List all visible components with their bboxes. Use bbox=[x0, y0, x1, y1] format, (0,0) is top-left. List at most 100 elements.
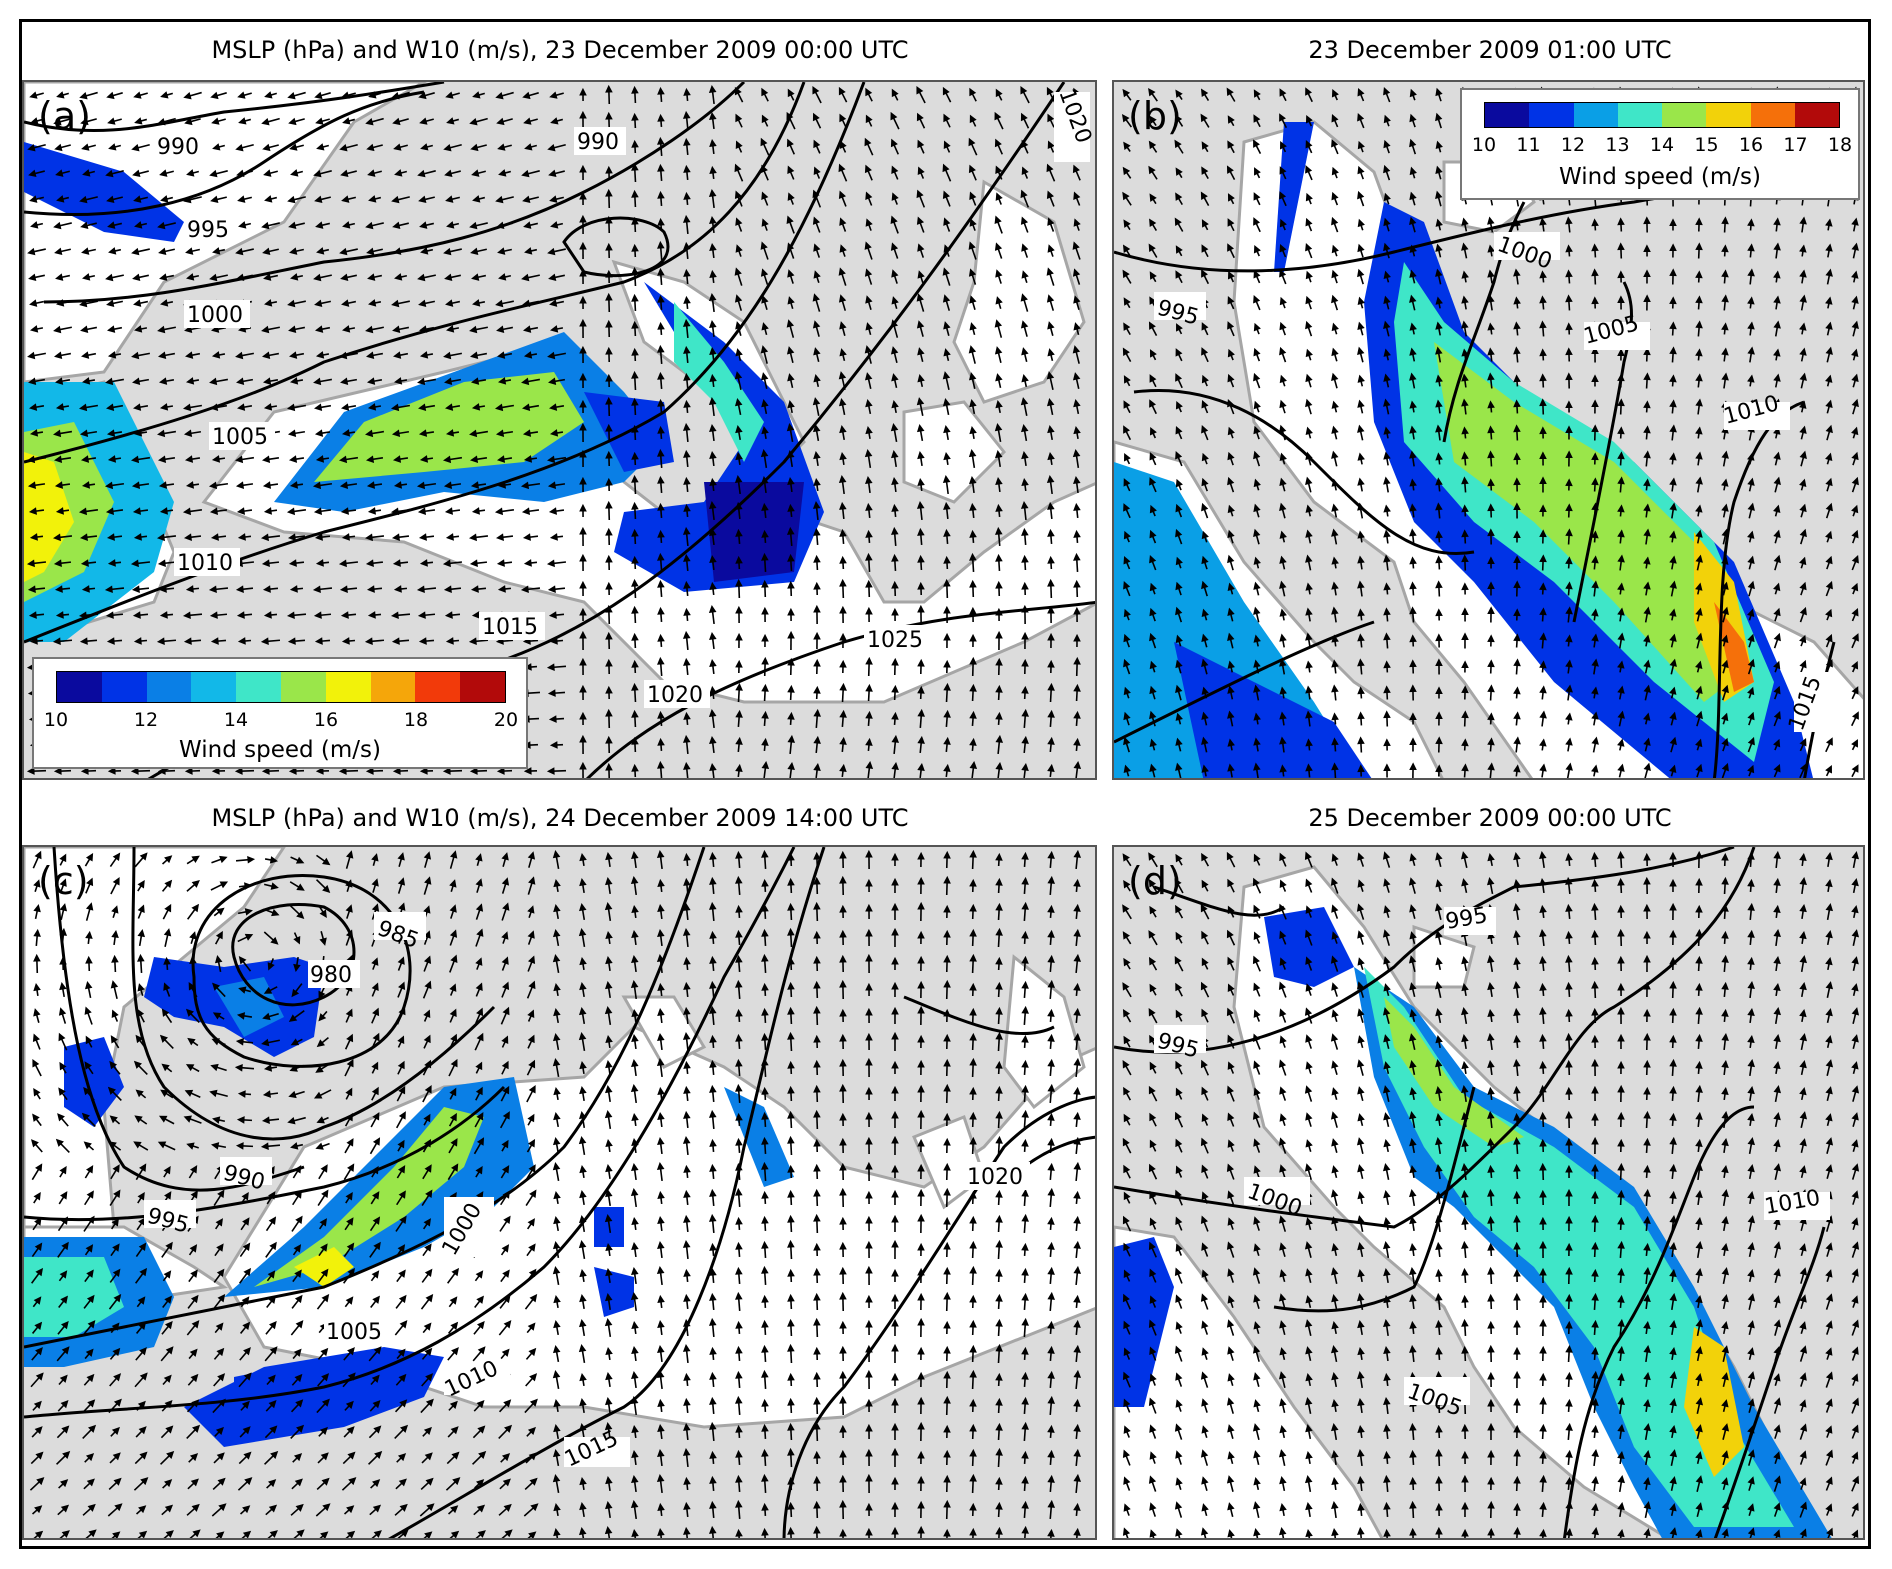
panel-label-b: (b) bbox=[1128, 94, 1182, 138]
wind-arrow bbox=[1201, 686, 1209, 699]
wind-arrow bbox=[813, 851, 821, 868]
wind-arrow bbox=[56, 299, 70, 307]
wind-arrow bbox=[1073, 737, 1081, 752]
wind-arrow bbox=[1695, 1216, 1703, 1231]
contour-label: 990 bbox=[157, 135, 199, 160]
wind-arrow bbox=[1435, 374, 1443, 387]
wind-arrow bbox=[447, 1267, 460, 1284]
wind-arrow bbox=[417, 169, 436, 178]
wind-arrow bbox=[1617, 1033, 1625, 1050]
wind-arrow bbox=[1851, 1163, 1860, 1180]
wind-arrow bbox=[1175, 1399, 1183, 1412]
wind-arrow bbox=[1331, 606, 1339, 623]
wind-arrow bbox=[1122, 347, 1132, 362]
wind-arrow bbox=[501, 1060, 509, 1075]
wind-arrow bbox=[1721, 876, 1729, 895]
wind-arrow bbox=[1305, 1528, 1313, 1538]
wind-arrow bbox=[497, 351, 513, 359]
wind-arrow bbox=[1175, 1138, 1183, 1153]
wind-arrow bbox=[449, 929, 458, 946]
wind-arrow bbox=[524, 351, 538, 359]
wind-arrow bbox=[916, 216, 925, 233]
wind-arrow bbox=[943, 1008, 951, 1023]
wind-arrow bbox=[1461, 1474, 1469, 1493]
wind-arrow bbox=[1721, 737, 1729, 752]
wind-arrow bbox=[969, 552, 977, 573]
wind-arrow bbox=[1227, 632, 1235, 649]
wind-arrow bbox=[1434, 903, 1443, 920]
wind-arrow bbox=[1773, 763, 1781, 778]
wind-arrow bbox=[1409, 904, 1417, 919]
wind-arrow bbox=[287, 637, 306, 645]
wind-arrow bbox=[212, 982, 226, 998]
wind-arrow bbox=[185, 351, 201, 359]
wind-arrow bbox=[1461, 426, 1469, 439]
wind-arrow bbox=[1021, 604, 1029, 625]
wind-arrow bbox=[448, 1058, 458, 1077]
wind-arrow bbox=[1695, 1084, 1703, 1103]
wind-arrow bbox=[735, 659, 743, 674]
wind-arrow bbox=[708, 901, 717, 922]
wind-arrow bbox=[1279, 113, 1288, 129]
wind-arrow bbox=[291, 1478, 303, 1490]
wind-arrow bbox=[864, 241, 873, 260]
wind-arrow bbox=[1669, 608, 1677, 621]
wind-arrow bbox=[1383, 607, 1391, 622]
wind-arrow bbox=[1227, 763, 1235, 778]
wind-arrow bbox=[995, 1526, 1003, 1538]
wind-arrow bbox=[343, 1426, 355, 1438]
wind-arrow bbox=[1461, 763, 1469, 778]
wind-arrow bbox=[236, 507, 253, 515]
wind-arrow bbox=[1046, 163, 1056, 182]
wind-arrow bbox=[1851, 686, 1859, 700]
wind-arrow bbox=[1669, 929, 1677, 946]
wind-arrow bbox=[1331, 581, 1339, 596]
wind-arrow bbox=[1174, 139, 1184, 154]
wind-arrow bbox=[418, 637, 435, 645]
wind-arrow bbox=[1825, 1137, 1834, 1154]
wind-arrow bbox=[1021, 930, 1029, 945]
wind-arrow bbox=[708, 1317, 717, 1338]
wind-arrow bbox=[445, 91, 460, 99]
wind-arrow bbox=[1123, 1191, 1131, 1204]
wind-arrow bbox=[157, 325, 176, 334]
wind-arrow bbox=[317, 1531, 329, 1538]
wind-arrow bbox=[1046, 371, 1055, 390]
wind-arrow bbox=[290, 273, 304, 281]
wind-arrow bbox=[1149, 1295, 1157, 1308]
wind-arrow bbox=[1201, 374, 1209, 387]
wind-arrow bbox=[1799, 1033, 1808, 1051]
wind-arrow bbox=[579, 607, 587, 622]
wind-arrow bbox=[709, 1267, 717, 1284]
wind-arrow bbox=[1227, 1034, 1235, 1049]
wind-arrow bbox=[1487, 981, 1495, 998]
wind-arrow bbox=[54, 585, 71, 593]
wind-arrow bbox=[469, 559, 488, 567]
wind-arrow bbox=[1175, 426, 1183, 440]
colorbar-tick: 13 bbox=[1605, 134, 1630, 156]
wind-arrow bbox=[709, 319, 717, 338]
wind-arrow bbox=[1565, 425, 1573, 440]
wind-arrow bbox=[135, 1034, 147, 1049]
contour-label: 1020 bbox=[967, 1165, 1023, 1190]
wind-arrow bbox=[787, 503, 795, 518]
wind-arrow bbox=[969, 656, 977, 677]
wind-arrow bbox=[1021, 1109, 1029, 1130]
wind-arrow bbox=[1123, 658, 1131, 675]
wind-arrow bbox=[943, 605, 951, 624]
wind-arrow bbox=[1201, 633, 1209, 648]
wind-arrow bbox=[1435, 1008, 1443, 1024]
wind-arrow bbox=[1799, 400, 1807, 413]
wind-arrow bbox=[813, 1213, 821, 1234]
wind-arrow bbox=[864, 345, 873, 364]
wind-arrow bbox=[1021, 1475, 1029, 1492]
wind-arrow bbox=[448, 1296, 458, 1308]
wind-arrow bbox=[1565, 503, 1573, 518]
wind-arrow bbox=[82, 1320, 96, 1336]
wind-arrow bbox=[1487, 450, 1495, 467]
wind-arrow bbox=[1591, 764, 1599, 777]
wind-arrow bbox=[552, 929, 561, 947]
wind-arrow bbox=[683, 1422, 691, 1441]
wind-arrow bbox=[1513, 452, 1521, 465]
wind-arrow bbox=[1047, 1083, 1056, 1104]
